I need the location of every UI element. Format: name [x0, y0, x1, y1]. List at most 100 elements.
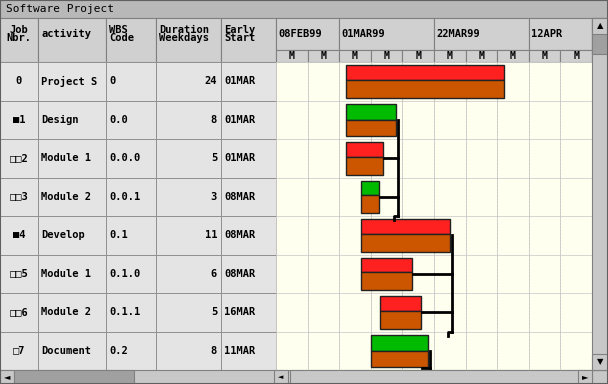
Bar: [276, 255, 308, 293]
Bar: [0, 370, 608, 384]
Text: 5: 5: [211, 153, 217, 163]
Text: Early: Early: [224, 25, 255, 35]
Bar: [339, 139, 371, 177]
Bar: [371, 255, 402, 293]
Bar: [308, 101, 339, 139]
Text: 3: 3: [211, 192, 217, 202]
Bar: [434, 62, 466, 101]
Text: Nbr.: Nbr.: [7, 33, 32, 43]
Text: 01MAR: 01MAR: [224, 115, 255, 125]
Bar: [529, 331, 561, 370]
Text: 8: 8: [211, 346, 217, 356]
Bar: [38, 216, 106, 255]
Text: 0.0.0: 0.0.0: [109, 153, 140, 163]
Bar: [561, 50, 592, 62]
Bar: [578, 370, 592, 384]
Bar: [466, 101, 497, 139]
Bar: [0, 18, 38, 62]
Bar: [106, 101, 156, 139]
Text: ▲: ▲: [596, 22, 603, 30]
Bar: [497, 177, 529, 216]
Bar: [529, 293, 561, 331]
Bar: [0, 0, 608, 18]
Bar: [308, 62, 339, 101]
Bar: [345, 104, 396, 120]
Bar: [339, 216, 371, 255]
Bar: [345, 157, 384, 174]
Bar: [361, 180, 379, 195]
Bar: [361, 272, 412, 290]
Bar: [221, 18, 276, 62]
Bar: [361, 219, 450, 233]
Text: Project S: Project S: [41, 76, 97, 87]
Bar: [339, 62, 371, 101]
Bar: [466, 331, 497, 370]
Bar: [276, 139, 308, 177]
Bar: [106, 216, 156, 255]
Text: M: M: [447, 51, 453, 61]
Text: 24: 24: [204, 76, 217, 86]
Bar: [308, 177, 339, 216]
Bar: [402, 255, 434, 293]
Bar: [0, 370, 14, 384]
Bar: [561, 177, 592, 216]
Bar: [156, 255, 221, 293]
Bar: [38, 101, 106, 139]
Bar: [434, 50, 466, 62]
Bar: [434, 331, 466, 370]
Bar: [380, 311, 421, 328]
Bar: [561, 331, 592, 370]
Bar: [529, 255, 561, 293]
Bar: [106, 18, 156, 62]
Text: ■4: ■4: [13, 230, 26, 240]
Text: 0.1.0: 0.1.0: [109, 269, 140, 279]
Bar: [308, 331, 339, 370]
Bar: [221, 293, 276, 331]
Text: Document: Document: [41, 346, 91, 356]
Text: 0.1.1: 0.1.1: [109, 307, 140, 317]
Text: M: M: [289, 51, 295, 61]
Bar: [561, 216, 592, 255]
Bar: [529, 139, 561, 177]
Bar: [156, 62, 221, 101]
Bar: [106, 177, 156, 216]
Bar: [371, 331, 402, 370]
Bar: [276, 293, 308, 331]
Bar: [0, 62, 38, 101]
Bar: [466, 255, 497, 293]
Bar: [434, 18, 529, 50]
Bar: [371, 50, 402, 62]
Bar: [497, 62, 529, 101]
Bar: [434, 139, 466, 177]
Bar: [0, 293, 38, 331]
Text: WBS: WBS: [109, 25, 128, 35]
Bar: [308, 293, 339, 331]
Bar: [339, 255, 371, 293]
Bar: [371, 351, 427, 367]
Text: □□5: □□5: [10, 269, 29, 279]
Bar: [276, 177, 308, 216]
Bar: [561, 293, 592, 331]
Text: Module 2: Module 2: [41, 307, 91, 317]
Text: M: M: [320, 51, 326, 61]
Bar: [339, 177, 371, 216]
Text: ▼: ▼: [596, 358, 603, 366]
Text: M: M: [478, 51, 485, 61]
Bar: [221, 101, 276, 139]
Bar: [38, 255, 106, 293]
Bar: [106, 62, 156, 101]
Bar: [402, 216, 434, 255]
Bar: [371, 177, 402, 216]
Text: 08MAR: 08MAR: [224, 230, 255, 240]
Bar: [434, 216, 466, 255]
Bar: [276, 331, 308, 370]
Text: 5: 5: [211, 307, 217, 317]
Bar: [38, 293, 106, 331]
Bar: [529, 62, 561, 101]
Bar: [402, 139, 434, 177]
Bar: [221, 62, 276, 101]
Bar: [529, 101, 561, 139]
Text: □□2: □□2: [10, 153, 29, 163]
Text: ■1: ■1: [13, 115, 26, 125]
Text: Weekdays: Weekdays: [159, 33, 209, 43]
